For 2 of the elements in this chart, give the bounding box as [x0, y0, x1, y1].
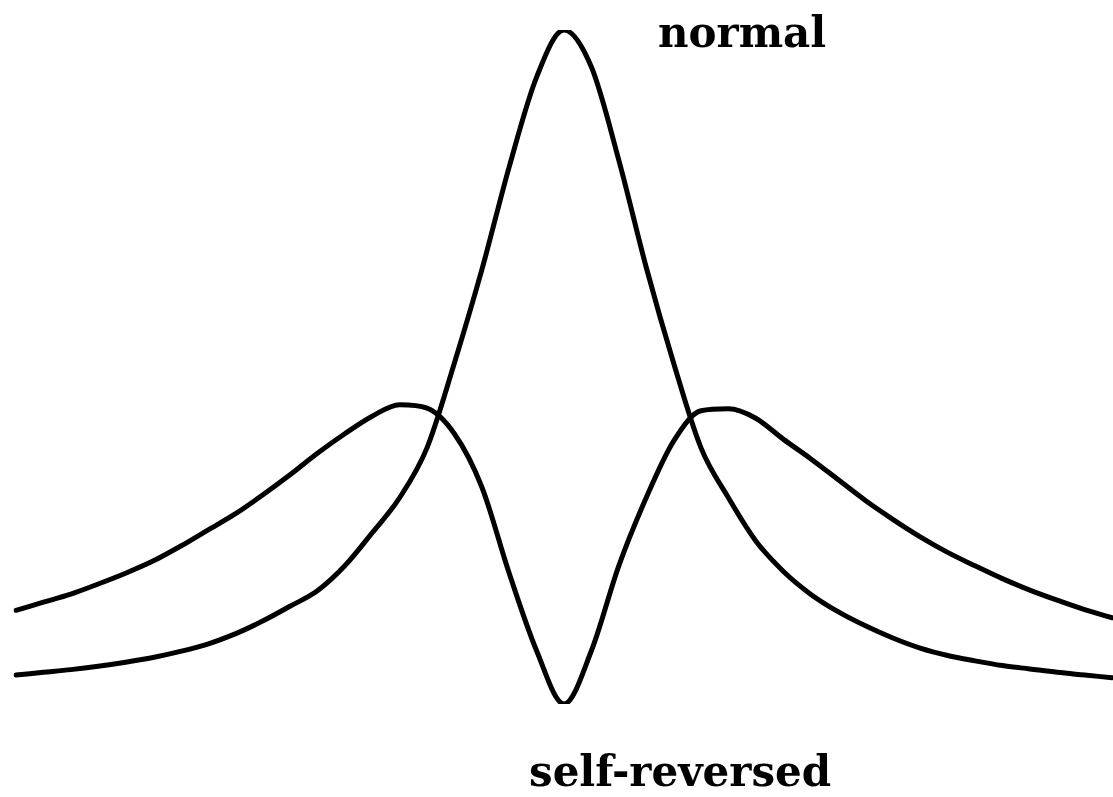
series-label: self-reversed	[529, 747, 832, 796]
series-label: normal	[658, 8, 827, 57]
